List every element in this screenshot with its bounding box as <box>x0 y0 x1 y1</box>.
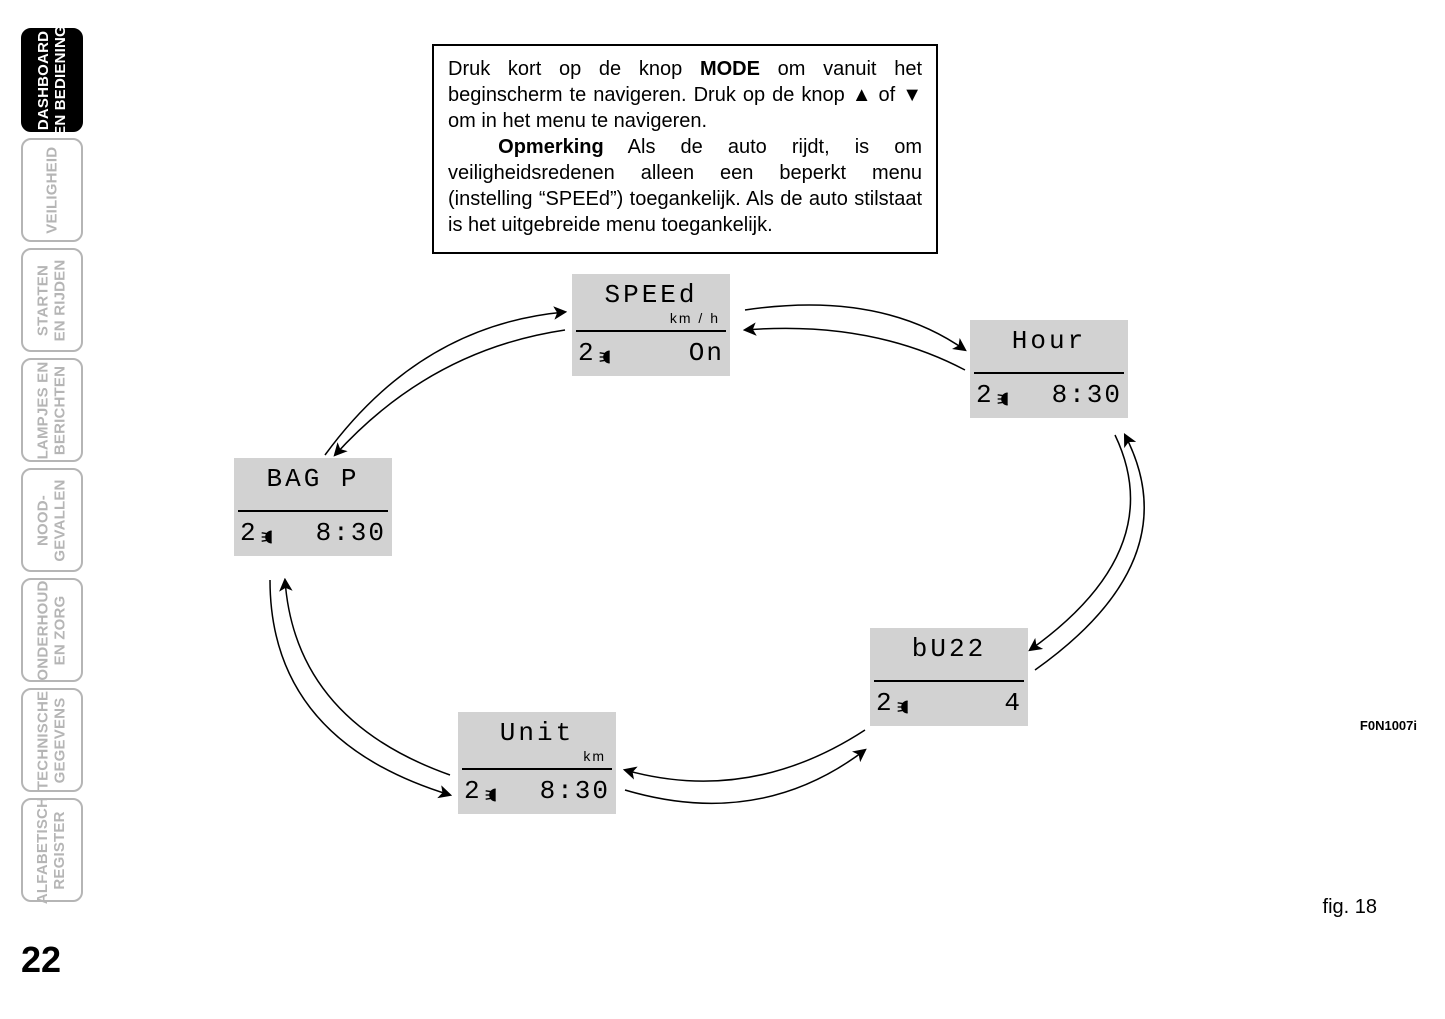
tab-label: NOOD-GEVALLEN <box>36 479 69 561</box>
tab-label: STARTENEN RIJDEN <box>36 259 69 341</box>
lcd-right-value: 8:30 <box>1052 382 1122 408</box>
lcd-display-bagp: BAG P 2 8:30 <box>234 458 392 556</box>
lcd-right-value: 4 <box>1004 690 1022 716</box>
side-tab[interactable]: ALFABETISCHREGISTER <box>21 798 83 902</box>
headlight-icon <box>260 525 280 541</box>
lcd-right-value: On <box>689 340 724 366</box>
instruction-text: Druk kort op de knop <box>448 58 700 80</box>
lcd-title: Hour <box>970 322 1128 356</box>
headlight-icon <box>484 783 504 799</box>
tab-label: VEILIGHEID <box>44 146 61 233</box>
lcd-title: bU22 <box>870 630 1028 664</box>
lcd-status-row: 2 8:30 <box>458 770 616 814</box>
figure-label: fig. 18 <box>1323 896 1377 919</box>
tab-label: LAMPJES ENBERICHTEN <box>36 361 69 459</box>
lcd-left-value: 2 <box>976 382 994 408</box>
lcd-title: SPEEd <box>572 276 730 310</box>
lcd-display-hour: Hour 2 8:30 <box>970 320 1128 418</box>
instruction-text: of <box>872 84 903 106</box>
side-tab[interactable]: STARTENEN RIJDEN <box>21 248 83 352</box>
lcd-display-unit: Unitkm 2 8:30 <box>458 712 616 814</box>
lcd-display-speed: SPEEdkm / h 2 On <box>572 274 730 376</box>
side-tab[interactable]: VEILIGHEID <box>21 138 83 242</box>
lcd-status-row: 2 On <box>572 332 730 376</box>
lcd-subtitle <box>970 356 1128 372</box>
headlight-icon <box>996 387 1016 403</box>
lcd-right-value: 8:30 <box>540 778 610 804</box>
headlight-icon <box>896 695 916 711</box>
triangle-up-icon: ▲ <box>852 82 872 108</box>
page-number: 22 <box>21 939 61 981</box>
note-label: Opmerking <box>498 136 604 158</box>
tab-label: DASHBOARDEN BEDIENING <box>36 25 69 136</box>
lcd-title: BAG P <box>234 460 392 494</box>
mode-label: MODE <box>700 58 760 80</box>
side-tab[interactable]: LAMPJES ENBERICHTEN <box>21 358 83 462</box>
side-tab[interactable]: TECHNISCHEGEGEVENS <box>21 688 83 792</box>
instruction-text: om in het menu te navigeren. <box>448 110 707 132</box>
lcd-subtitle <box>870 664 1028 680</box>
instruction-box: Druk kort op de knop MODE om vanuit het … <box>432 44 938 254</box>
lcd-left-value: 2 <box>876 690 894 716</box>
figure-code: F0N1007i <box>1360 718 1417 733</box>
lcd-left-value: 2 <box>240 520 258 546</box>
lcd-status-row: 2 8:30 <box>234 512 392 556</box>
lcd-subtitle <box>234 494 392 510</box>
side-tab[interactable]: NOOD-GEVALLEN <box>21 468 83 572</box>
lcd-title: Unit <box>458 714 616 748</box>
lcd-subtitle: km <box>458 748 616 768</box>
triangle-down-icon: ▼ <box>902 82 922 108</box>
menu-flow-diagram: SPEEdkm / h2OnHour28:30bU2224Unitkm28:30… <box>110 250 1260 910</box>
headlight-icon <box>598 345 618 361</box>
tab-label: ONDERHOUDEN ZORG <box>36 580 69 680</box>
lcd-status-row: 24 <box>870 682 1028 726</box>
tab-label: TECHNISCHEGEGEVENS <box>36 690 69 790</box>
tab-label: ALFABETISCHREGISTER <box>36 796 69 903</box>
side-tab[interactable]: ONDERHOUDEN ZORG <box>21 578 83 682</box>
lcd-display-buzz: bU2224 <box>870 628 1028 726</box>
lcd-subtitle: km / h <box>572 310 730 330</box>
side-tabs: DASHBOARDEN BEDIENING VEILIGHEID STARTENEN… <box>21 28 83 902</box>
side-tab[interactable]: DASHBOARDEN BEDIENING <box>21 28 83 132</box>
lcd-left-value: 2 <box>464 778 482 804</box>
lcd-right-value: 8:30 <box>316 520 386 546</box>
lcd-left-value: 2 <box>578 340 596 366</box>
lcd-status-row: 2 8:30 <box>970 374 1128 418</box>
